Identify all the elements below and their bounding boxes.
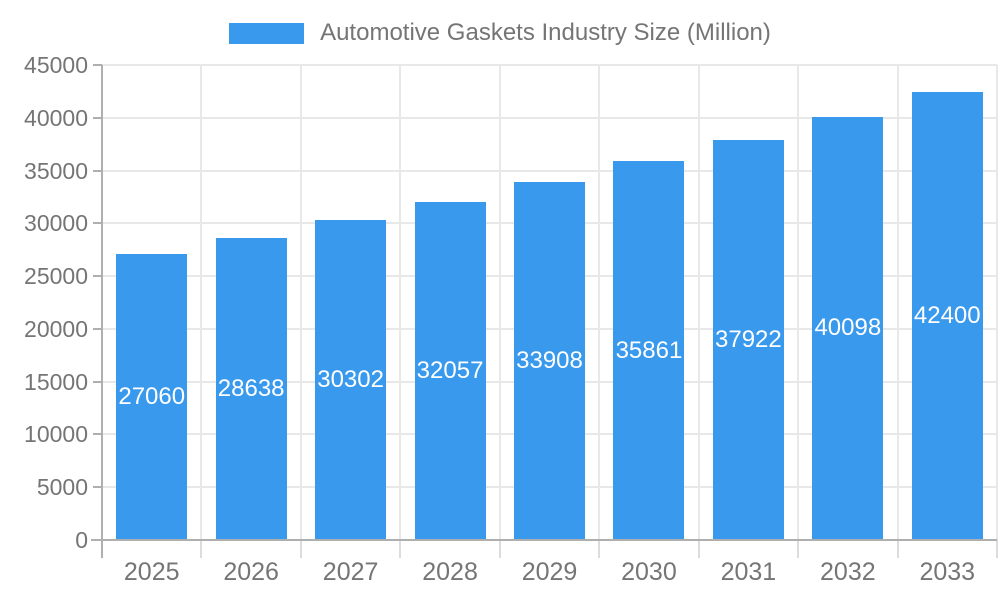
y-gridline	[102, 116, 997, 119]
y-axis-tick	[93, 380, 102, 383]
x-axis-label: 2025	[123, 558, 180, 586]
x-axis-tick	[498, 540, 501, 558]
x-axis-label: 2027	[322, 558, 379, 586]
x-axis-tick	[299, 540, 302, 558]
bar-2025	[116, 254, 188, 540]
y-axis-tick	[93, 433, 102, 436]
bar-2032	[812, 116, 884, 540]
bar-value-label: 28638	[217, 374, 285, 402]
x-axis-label: 2032	[820, 558, 876, 586]
bar-2028	[414, 201, 486, 540]
y-gridline	[102, 169, 997, 172]
bar-value-label: 30302	[317, 366, 384, 394]
x-gridline	[200, 65, 203, 540]
x-gridline	[896, 65, 899, 540]
y-axis-tick	[93, 275, 102, 278]
x-axis-label: 2030	[621, 558, 677, 586]
y-axis-label: 30000	[24, 210, 88, 237]
x-axis-line	[91, 539, 997, 541]
x-axis-tick	[200, 540, 203, 558]
y-axis-tick	[93, 169, 102, 172]
y-axis-tick	[93, 327, 102, 330]
bar-value-label: 35861	[615, 336, 683, 364]
y-axis-label: 20000	[24, 315, 88, 342]
y-axis-label: 45000	[24, 52, 88, 78]
bar-2026	[215, 237, 287, 540]
bar-value-label: 27060	[118, 383, 186, 411]
y-axis-tick	[93, 222, 102, 225]
x-axis-tick	[697, 540, 700, 558]
bar-2031	[712, 139, 784, 540]
bar-value-label: 40098	[814, 314, 882, 342]
x-axis-label: 2028	[422, 558, 478, 586]
y-axis-tick	[93, 64, 102, 66]
x-axis-tick	[896, 540, 899, 558]
bar-2030	[613, 161, 685, 540]
y-axis-line	[101, 65, 103, 558]
x-gridline	[498, 65, 501, 540]
y-gridline	[102, 64, 997, 66]
x-axis-tick	[797, 540, 800, 558]
x-axis-label: 2029	[521, 558, 578, 586]
y-axis-tick	[93, 116, 102, 119]
y-axis-label: 35000	[24, 157, 88, 184]
bar-2029	[514, 182, 585, 540]
bar-value-label: 42400	[913, 302, 981, 330]
chart-legend[interactable]: Automotive Gaskets Industry Size (Millio…	[0, 21, 1000, 45]
x-axis-label: 2033	[919, 558, 976, 586]
x-gridline	[996, 65, 998, 540]
y-axis-label: 40000	[24, 104, 88, 131]
bar-2027	[315, 220, 387, 540]
x-axis-tick	[399, 540, 402, 558]
x-gridline	[299, 65, 302, 540]
bar-value-label: 37922	[715, 325, 782, 353]
y-axis-label: 15000	[24, 368, 88, 395]
y-axis-tick	[93, 486, 102, 489]
x-gridline	[797, 65, 800, 540]
y-axis-label: 25000	[24, 263, 88, 290]
x-gridline	[598, 65, 601, 540]
x-axis-label: 2026	[223, 558, 279, 586]
bar-2033	[911, 92, 983, 540]
x-axis-tick	[598, 540, 601, 558]
x-gridline	[697, 65, 700, 540]
x-axis-tick	[996, 540, 998, 558]
legend-swatch	[229, 22, 305, 44]
legend-label: Automotive Gaskets Industry Size (Millio…	[320, 19, 771, 46]
x-gridline	[399, 65, 402, 540]
y-axis-label: 0	[75, 527, 88, 553]
bar-value-label: 33908	[516, 347, 583, 375]
x-axis-label: 2031	[720, 558, 777, 586]
y-axis-label: 5000	[36, 474, 88, 501]
bar-value-label: 32057	[416, 356, 484, 384]
y-axis-label: 10000	[24, 421, 88, 448]
